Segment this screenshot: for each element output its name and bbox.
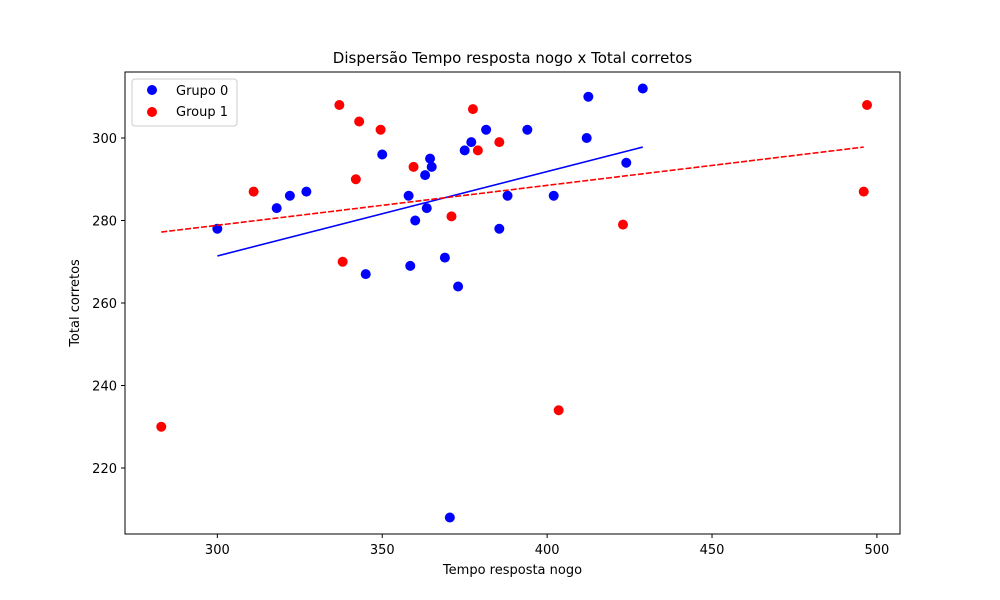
- point-grupo-0-24: [583, 91, 594, 102]
- point-group-1-14: [858, 186, 869, 197]
- point-grupo-0-1: [271, 203, 282, 214]
- point-group-1-15: [862, 100, 873, 110]
- trend-line-grupo-0: [217, 146, 643, 257]
- point-grupo-0-23: [581, 133, 592, 143]
- point-grupo-0-11: [425, 153, 436, 164]
- x-tick-label-500: 500: [865, 543, 890, 558]
- y-tick-label-280: 280: [92, 215, 117, 230]
- point-grupo-0-9: [420, 170, 431, 181]
- legend-marker-grupo-0: [147, 85, 157, 95]
- point-grupo-0-15: [453, 281, 464, 292]
- x-tick-label-400: 400: [535, 543, 560, 558]
- point-group-1-13: [617, 219, 628, 230]
- point-grupo-0-18: [481, 124, 492, 135]
- point-grupo-0-26: [637, 83, 648, 94]
- point-group-1-9: [467, 104, 478, 115]
- legend-box: [131, 78, 238, 127]
- point-grupo-0-20: [502, 190, 513, 201]
- point-group-1-0: [156, 421, 167, 432]
- chart-title: Dispersão Tempo resposta nogo x Total co…: [333, 49, 693, 67]
- point-grupo-0-4: [360, 269, 371, 280]
- point-grupo-0-2: [284, 190, 295, 201]
- point-grupo-0-25: [621, 157, 632, 168]
- point-grupo-0-5: [377, 149, 388, 160]
- y-tick-label-240: 240: [92, 380, 117, 395]
- y-axis-label: Total corretos: [68, 259, 83, 348]
- point-grupo-0-10: [421, 203, 432, 214]
- point-grupo-0-19: [494, 223, 505, 234]
- point-group-1-10: [472, 145, 483, 156]
- point-group-1-8: [446, 211, 457, 222]
- point-group-1-5: [354, 116, 365, 127]
- point-grupo-0-8: [410, 215, 421, 226]
- point-group-1-7: [408, 161, 419, 172]
- point-grupo-0-7: [405, 260, 416, 271]
- plot-content: [156, 83, 873, 523]
- point-grupo-0-13: [439, 252, 450, 263]
- point-group-1-4: [350, 174, 361, 185]
- point-grupo-0-12: [426, 161, 437, 172]
- legend-label-group-1: Group 1: [176, 105, 228, 120]
- point-group-1-2: [334, 100, 345, 110]
- point-group-1-6: [375, 124, 386, 135]
- point-grupo-0-16: [459, 145, 470, 156]
- y-tick-label-300: 300: [92, 132, 117, 147]
- y-axis-ticks: 220 240 260 280 300: [92, 132, 125, 477]
- point-grupo-0-14: [444, 512, 455, 523]
- point-grupo-0-21: [522, 124, 533, 135]
- x-tick-label-450: 450: [700, 543, 725, 558]
- point-group-1-12: [553, 405, 564, 416]
- point-grupo-0-17: [466, 137, 477, 148]
- x-axis-label: Tempo resposta nogo: [442, 563, 582, 578]
- legend: Grupo 0 Group 1: [131, 78, 238, 127]
- y-tick-label-260: 260: [92, 297, 117, 312]
- x-tick-label-350: 350: [370, 543, 395, 558]
- x-axis-ticks: 300 350 400 450 500: [205, 534, 889, 558]
- point-grupo-0-22: [548, 190, 559, 201]
- legend-label-grupo-0: Grupo 0: [176, 84, 228, 99]
- point-group-1-1: [248, 186, 259, 197]
- y-tick-label-220: 220: [92, 462, 117, 477]
- trend-line-group-1: [161, 146, 864, 233]
- legend-marker-group-1: [147, 107, 157, 117]
- x-tick-label-300: 300: [205, 543, 230, 558]
- point-grupo-0-3: [301, 186, 312, 197]
- point-group-1-3: [337, 256, 348, 267]
- point-grupo-0-6: [403, 190, 414, 201]
- point-group-1-11: [494, 137, 505, 148]
